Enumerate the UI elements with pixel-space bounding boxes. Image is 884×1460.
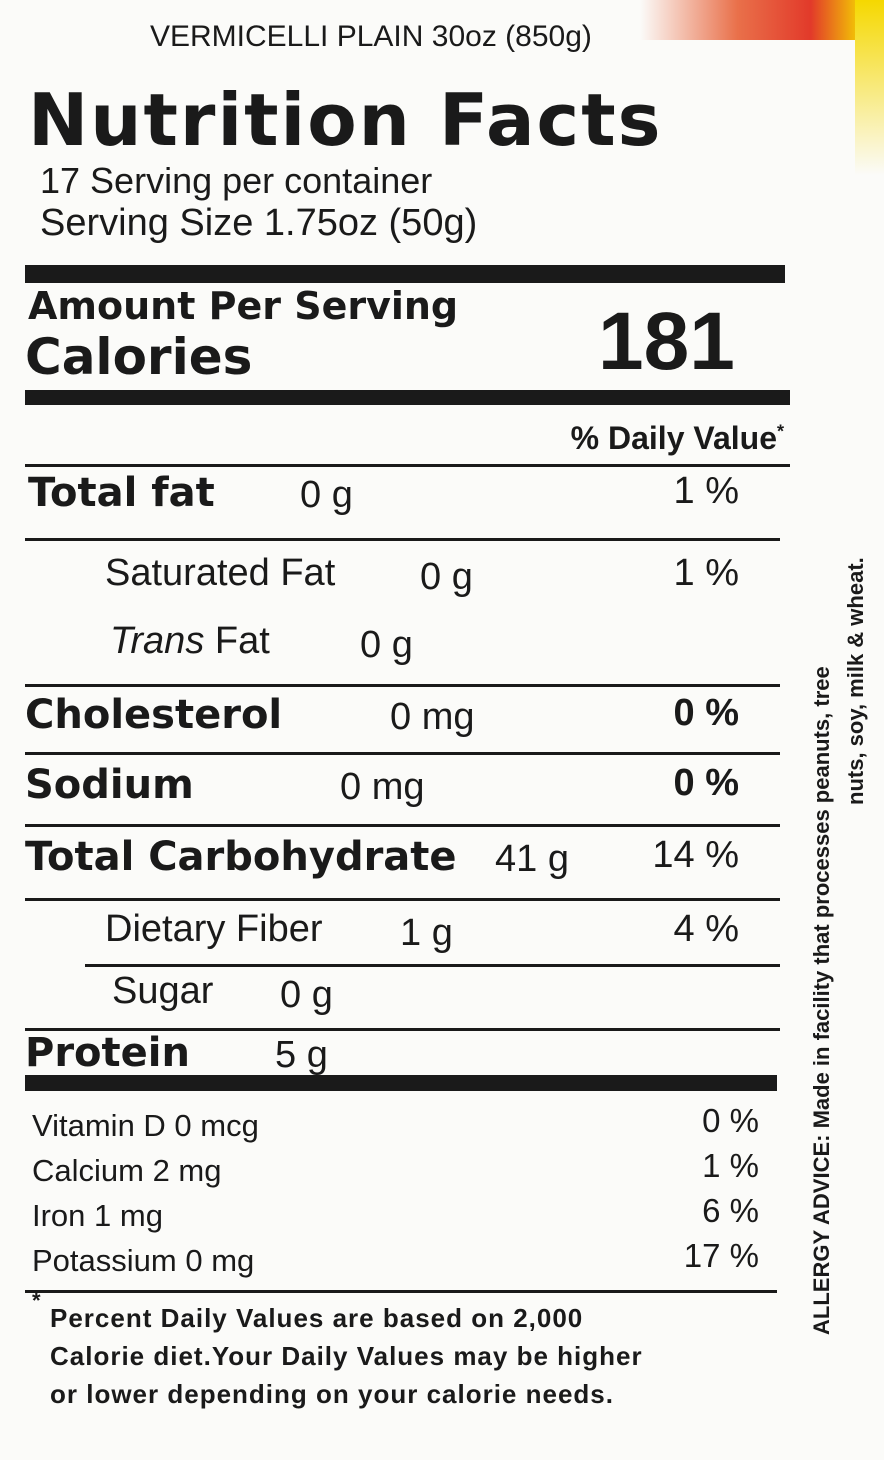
footnote-line: Percent Daily Values are based on 2,000 xyxy=(50,1303,584,1333)
nutrient-amount: 0 g xyxy=(420,556,473,598)
nutrient-label: Total fat xyxy=(28,470,215,516)
nutrient-amount: 5 g xyxy=(275,1034,328,1076)
rule xyxy=(25,684,780,687)
label-title: Nutrition Facts xyxy=(28,78,663,162)
calories-value: 181 xyxy=(598,296,735,387)
nutrient-amount: 0 g xyxy=(280,974,333,1016)
rule xyxy=(25,752,780,755)
nutrient-name: Cholesterol xyxy=(25,692,282,738)
nutrient-label: Sodium xyxy=(25,762,194,808)
daily-value-mark: * xyxy=(776,421,784,442)
rule xyxy=(25,265,785,283)
rule xyxy=(25,390,790,405)
daily-value-text: % Daily Value xyxy=(570,420,777,456)
rule xyxy=(25,1075,777,1091)
vitamin-dv: 1 % xyxy=(702,1147,759,1184)
nutrient-dv: 0 % xyxy=(673,692,739,734)
footnote-mark: * xyxy=(32,1288,41,1313)
nutrient-amount: 1 g xyxy=(400,912,453,954)
nutrient-name: Total fat xyxy=(28,470,215,516)
nutrient-name: Sodium xyxy=(25,762,194,808)
nutrient-label: Sugar xyxy=(112,970,214,1012)
nutrient-amount: 0 mg xyxy=(340,766,425,808)
footnote-line: Calorie diet.Your Daily Values may be hi… xyxy=(50,1341,643,1371)
rule xyxy=(25,464,790,467)
allergy-line: ALLERGY ADVICE: Made in facility that pr… xyxy=(809,666,834,1335)
nutrient-label: Fat xyxy=(214,620,270,662)
rule xyxy=(25,1028,780,1031)
vitamin-name: Iron 1 mg xyxy=(32,1198,163,1233)
nutrient-name: Dietary Fiber xyxy=(105,908,323,951)
nutrient-label: Total Carbohydrate xyxy=(25,834,457,880)
vitamin-name: Potassium 0 mg xyxy=(32,1243,255,1278)
serving-size: Serving Size 1.75oz (50g) xyxy=(40,202,478,244)
vitamin-name: Vitamin D 0 mcg xyxy=(32,1108,259,1143)
servings: 17 Serving per container xyxy=(40,160,433,201)
package-edge xyxy=(640,0,884,40)
rule xyxy=(25,1290,777,1293)
vitamin-dv: 0 % xyxy=(702,1102,759,1139)
vitamin-dv: 6 % xyxy=(702,1192,759,1229)
nutrient-name: Protein xyxy=(25,1030,190,1076)
vitamin-name: Calcium 2 mg xyxy=(32,1153,222,1188)
nutrient-name: Total Carbohydrate xyxy=(25,834,457,880)
nutrient-label: Protein xyxy=(25,1030,190,1076)
nutrient-name: Sugar xyxy=(112,970,213,1013)
calories-label: Calories xyxy=(25,328,253,386)
rule xyxy=(25,538,780,541)
allergy-advice: ALLERGY ADVICE: Made in facility that pr… xyxy=(805,135,873,1335)
nutrient-dv: 1 % xyxy=(673,470,739,512)
package-edge xyxy=(855,0,884,1460)
nutrient-label: Saturated Fat xyxy=(105,552,336,594)
nutrient-dv: 0 % xyxy=(673,762,739,804)
nutrient-label: Cholesterol xyxy=(25,692,283,738)
nutrient-name: Saturated Fat xyxy=(105,552,335,595)
vitamin-dv: 17 % xyxy=(683,1237,759,1274)
daily-value-header: % Daily Value* xyxy=(571,420,784,457)
product-name: VERMICELLI PLAIN 30oz (850g) xyxy=(150,20,592,53)
nutrient-amount: 0 g xyxy=(300,474,353,516)
allergy-line: nuts, soy, milk & wheat. xyxy=(843,557,868,805)
rule xyxy=(85,964,780,967)
rule xyxy=(25,898,780,901)
nutrient-dv: 1 % xyxy=(673,552,739,594)
nutrient-amount: 0 g xyxy=(360,624,413,666)
nutrient-dv: 4 % xyxy=(673,908,739,950)
nutrient-label: Dietary Fiber xyxy=(105,908,323,950)
nutrient-name: Trans Fat xyxy=(110,620,270,663)
nutrient-amount: 0 mg xyxy=(390,696,475,738)
nutrient-name-italic: Trans xyxy=(110,620,205,662)
amount-per-serving: Amount Per Serving xyxy=(28,284,459,328)
nutrient-amount: 41 g xyxy=(495,838,569,880)
footnote-line: or lower depending on your calorie needs… xyxy=(50,1379,614,1409)
rule xyxy=(25,824,780,827)
nutrient-dv: 14 % xyxy=(652,834,739,876)
